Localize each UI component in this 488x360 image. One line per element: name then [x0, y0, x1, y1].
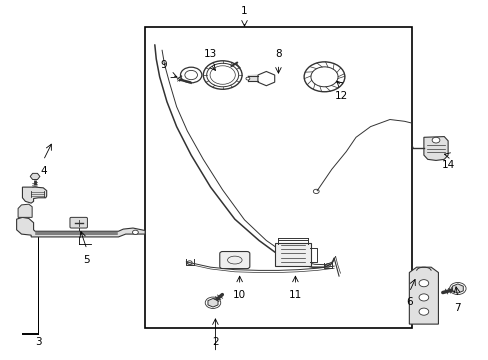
Polygon shape — [17, 217, 145, 237]
Polygon shape — [22, 187, 46, 203]
Text: 8: 8 — [275, 49, 281, 59]
Polygon shape — [18, 204, 32, 217]
FancyBboxPatch shape — [219, 252, 249, 269]
Text: 10: 10 — [233, 290, 246, 300]
Polygon shape — [423, 136, 447, 161]
Text: 12: 12 — [334, 91, 347, 101]
Text: 5: 5 — [83, 255, 90, 265]
Circle shape — [132, 230, 138, 234]
Polygon shape — [207, 298, 218, 307]
Text: 7: 7 — [453, 303, 460, 313]
Text: 14: 14 — [441, 161, 454, 170]
FancyBboxPatch shape — [274, 243, 310, 266]
Circle shape — [418, 280, 428, 287]
Circle shape — [418, 294, 428, 301]
FancyBboxPatch shape — [70, 217, 87, 228]
Polygon shape — [408, 267, 438, 324]
Bar — [145, 27, 411, 328]
Text: 3: 3 — [35, 337, 41, 347]
Text: 1: 1 — [241, 6, 247, 16]
Text: 9: 9 — [160, 60, 166, 70]
Circle shape — [245, 77, 249, 80]
Text: 11: 11 — [288, 290, 302, 300]
Circle shape — [431, 137, 439, 143]
Text: 4: 4 — [40, 166, 46, 176]
Text: 2: 2 — [212, 337, 218, 347]
Polygon shape — [30, 174, 40, 180]
Polygon shape — [451, 284, 462, 293]
Text: 6: 6 — [405, 297, 412, 307]
Text: 13: 13 — [203, 49, 217, 59]
Circle shape — [418, 308, 428, 315]
